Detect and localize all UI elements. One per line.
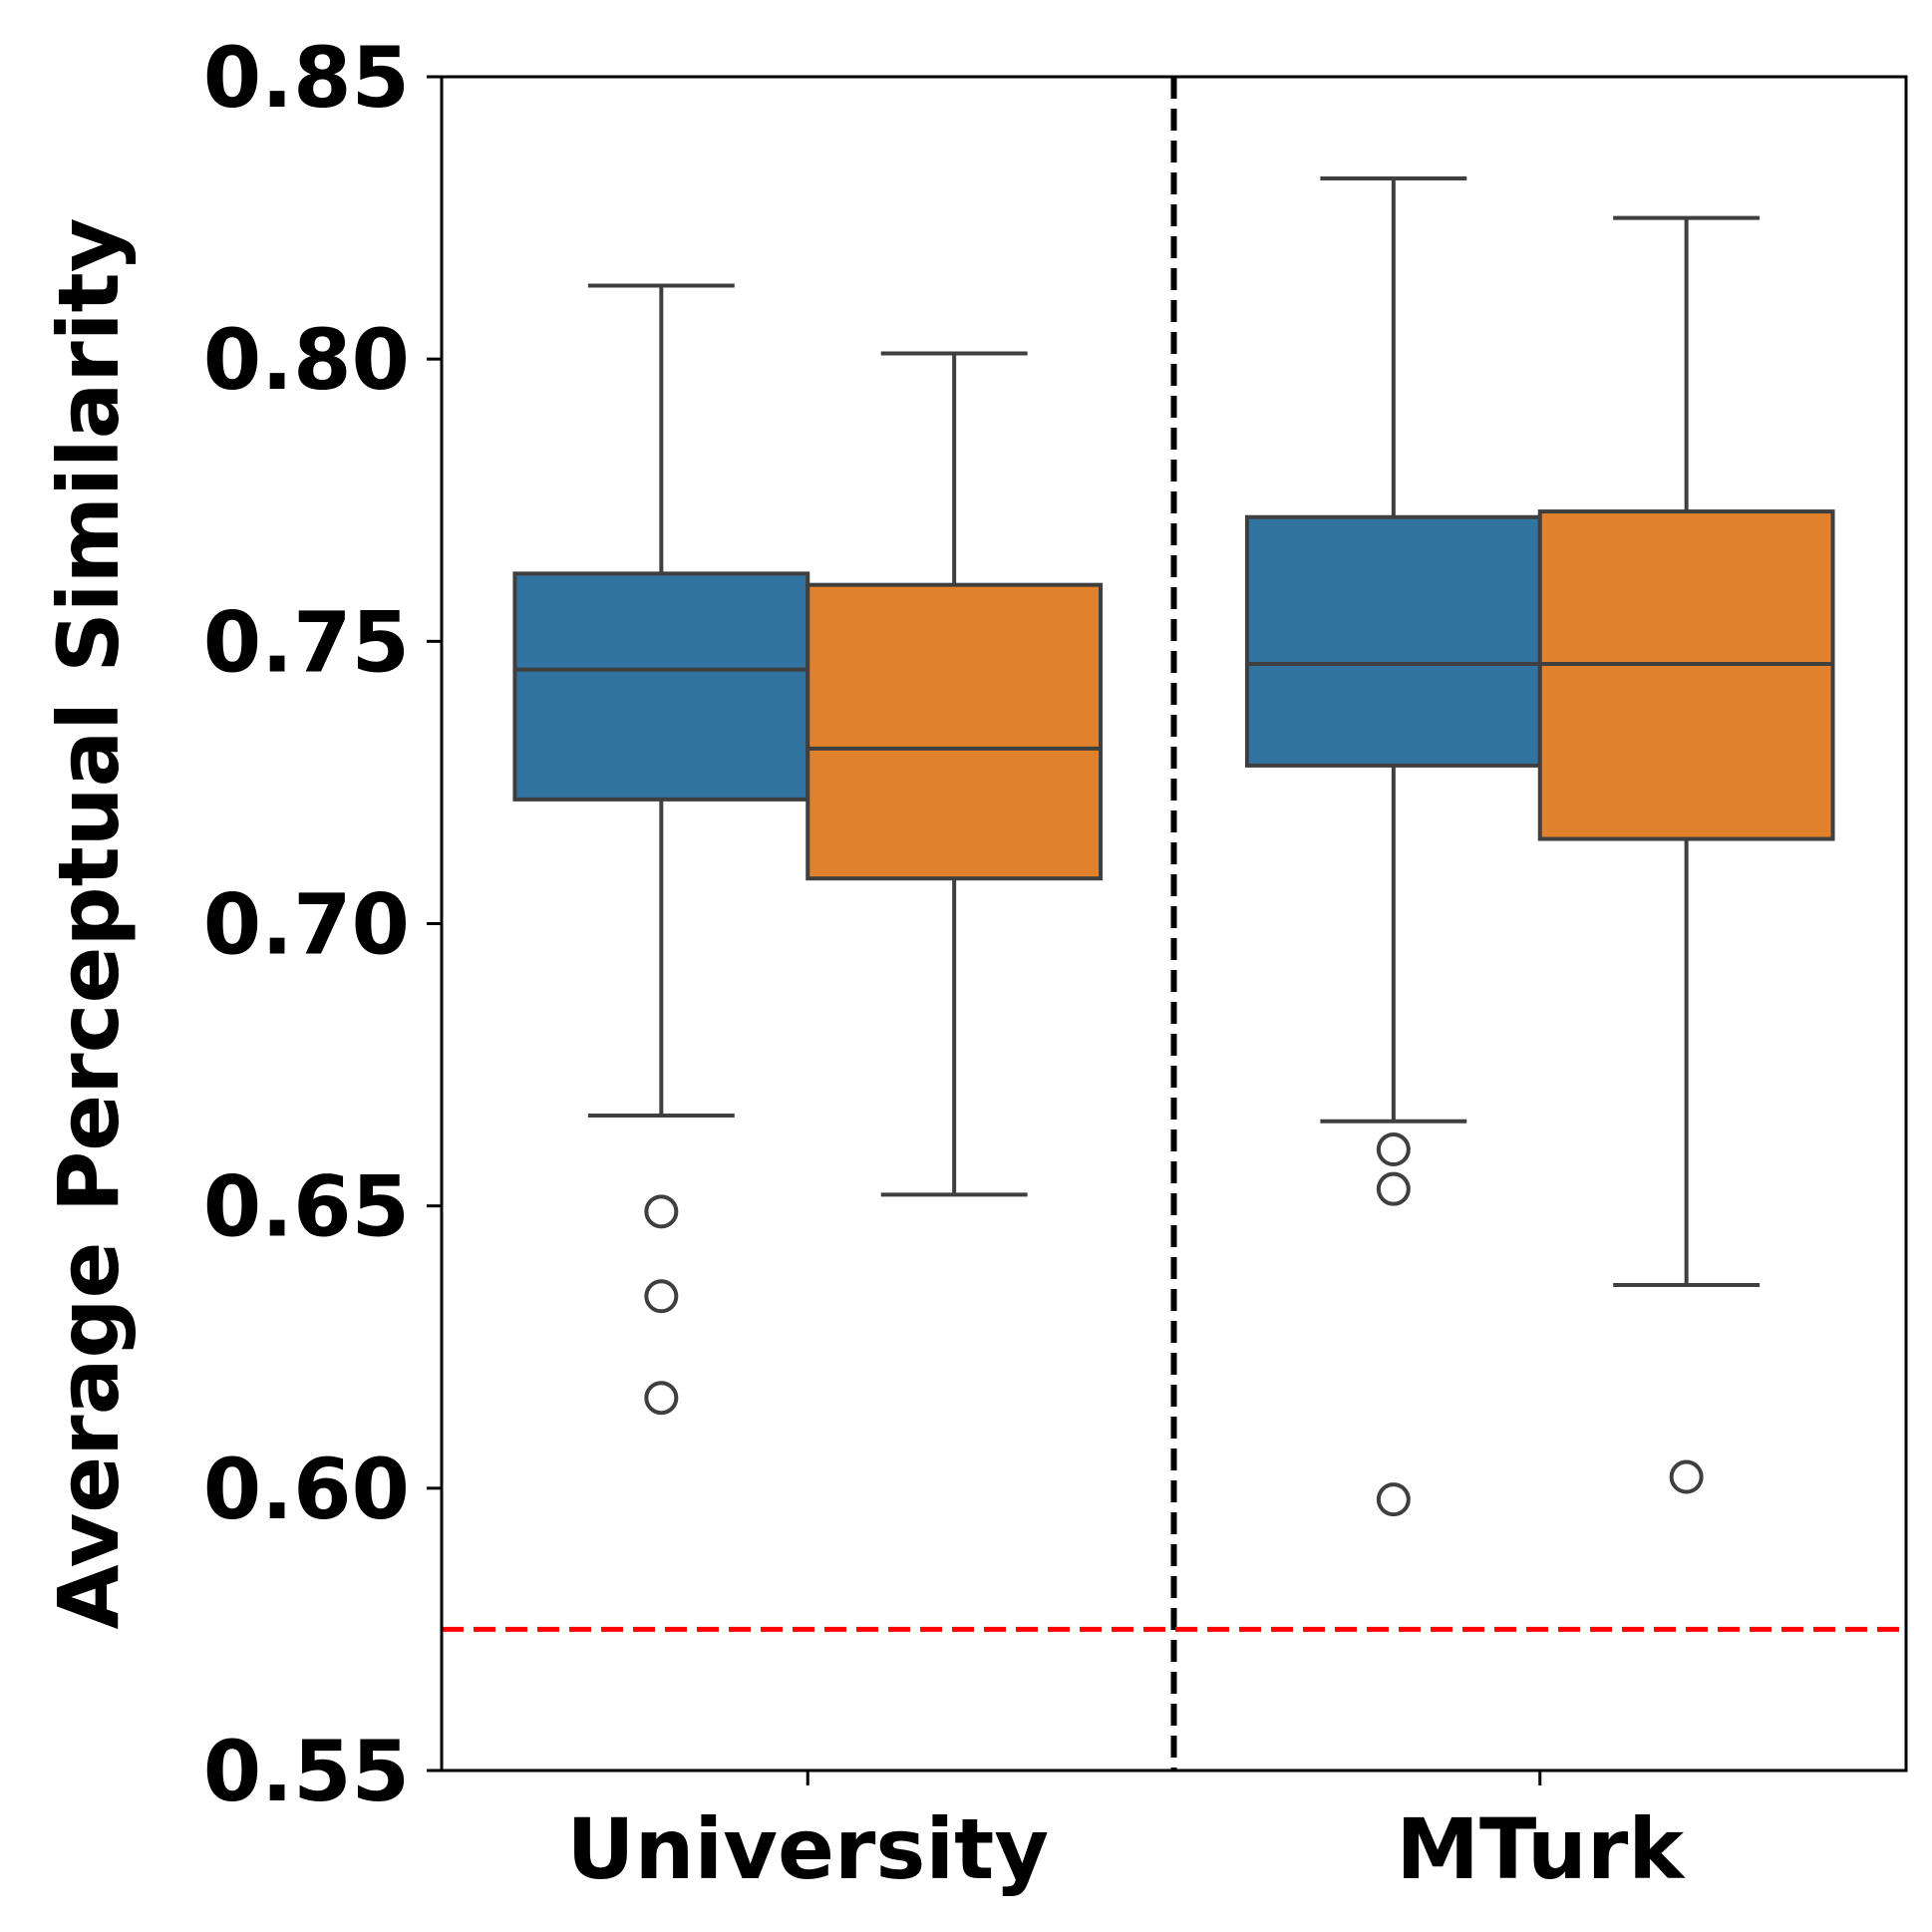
boxes-layer [512,77,1835,1771]
box-mturk-1 [1537,215,1835,1494]
outlier-point [644,1381,679,1416]
outlier-point [644,1279,679,1314]
box-university-0 [512,283,810,1416]
x-tick-label-university: University [566,1800,1049,1898]
y-tick-label: 0.75 [203,593,410,691]
axes-layer: 0.55 0.60 0.65 0.70 0.75 0.80 0.85 University MT… [203,29,1687,1898]
y-tick-label: 0.55 [203,1723,410,1820]
outlier-point [1376,1482,1411,1517]
y-tick-label: 0.80 [203,311,410,409]
y-tick-label: 0.85 [203,29,410,127]
y-axis-label: Average Perceptual Similarity [40,218,138,1630]
box-body [1244,514,1542,768]
y-tick-label: 0.70 [203,876,410,974]
box-university-1 [805,351,1104,1197]
outlier-point [1669,1459,1704,1494]
y-tick-label: 0.60 [203,1441,410,1538]
outlier-point [1376,1171,1411,1206]
box-mturk-0 [1244,175,1542,1517]
outlier-point [644,1194,679,1229]
y-tick-label: 0.65 [203,1158,410,1256]
outlier-point [1376,1132,1411,1167]
box-body [805,582,1104,881]
box-body [1537,509,1835,841]
x-tick-label-mturk: MTurk [1396,1800,1686,1898]
box-body [512,571,810,802]
